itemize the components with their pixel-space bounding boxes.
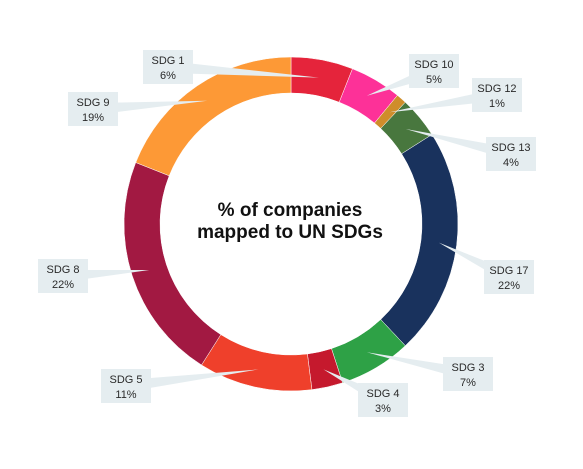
label-name: SDG 4 xyxy=(366,388,399,400)
slice-sdg-9 xyxy=(135,56,292,177)
label-name: SDG 9 xyxy=(76,97,109,109)
label-percent: 19% xyxy=(82,112,104,124)
label-sdg-4: SDG 4 3% xyxy=(323,369,408,417)
label-name: SDG 1 xyxy=(151,55,184,67)
title-line-2: mapped to UN SDGs xyxy=(197,222,383,243)
label-percent: 11% xyxy=(115,389,136,401)
label-sdg-1: SDG 1 6% xyxy=(143,50,319,84)
slice-sdg-8 xyxy=(123,162,222,366)
label-box xyxy=(484,260,534,294)
label-name: SDG 8 xyxy=(46,264,79,276)
label-sdg-8: SDG 8 22% xyxy=(38,259,150,293)
chart-center-title: % of companies mapped to UN SDGs xyxy=(170,200,410,244)
label-percent: 5% xyxy=(426,74,442,86)
label-sdg-9: SDG 9 19% xyxy=(68,92,208,126)
label-box xyxy=(409,54,459,88)
label-pointer xyxy=(92,100,208,115)
label-percent: 1% xyxy=(489,98,505,110)
label-percent: 22% xyxy=(498,280,520,292)
label-name: SDG 10 xyxy=(414,59,453,71)
label-sdg-10: SDG 10 5% xyxy=(366,54,459,96)
label-name: SDG 12 xyxy=(477,83,516,95)
label-box xyxy=(486,137,536,171)
label-name: SDG 13 xyxy=(491,142,530,154)
slice-sdg-5 xyxy=(201,334,313,392)
donut-slices xyxy=(123,56,459,392)
label-sdg-5: SDG 5 11% xyxy=(101,369,259,403)
label-box xyxy=(143,50,193,84)
label-name: SDG 3 xyxy=(451,362,484,374)
label-box xyxy=(358,383,408,417)
label-pointer xyxy=(125,369,259,392)
label-sdg-12: SDG 12 1% xyxy=(389,78,522,113)
slice-labels: SDG 1 6% SDG 10 5% SDG 12 1% SDG 13 4% SDG 17 22%… xyxy=(38,50,536,417)
label-sdg-17: SDG 17 22% xyxy=(438,242,534,294)
label-box xyxy=(101,369,151,403)
label-percent: 6% xyxy=(160,70,176,82)
label-percent: 7% xyxy=(460,377,476,389)
label-percent: 22% xyxy=(52,279,74,291)
label-pointer xyxy=(405,129,513,160)
label-pointer xyxy=(389,89,498,113)
label-box xyxy=(443,357,493,391)
label-percent: 4% xyxy=(503,157,519,169)
label-box xyxy=(38,259,88,293)
title-line-1: % of companies xyxy=(217,200,363,221)
label-name: SDG 5 xyxy=(109,374,142,386)
label-sdg-13: SDG 13 4% xyxy=(405,129,536,171)
label-pointer xyxy=(167,61,319,78)
label-sdg-3: SDG 3 7% xyxy=(366,352,493,391)
label-box xyxy=(68,92,118,126)
label-name: SDG 17 xyxy=(489,265,528,277)
label-box xyxy=(472,78,522,112)
label-percent: 3% xyxy=(375,403,391,415)
